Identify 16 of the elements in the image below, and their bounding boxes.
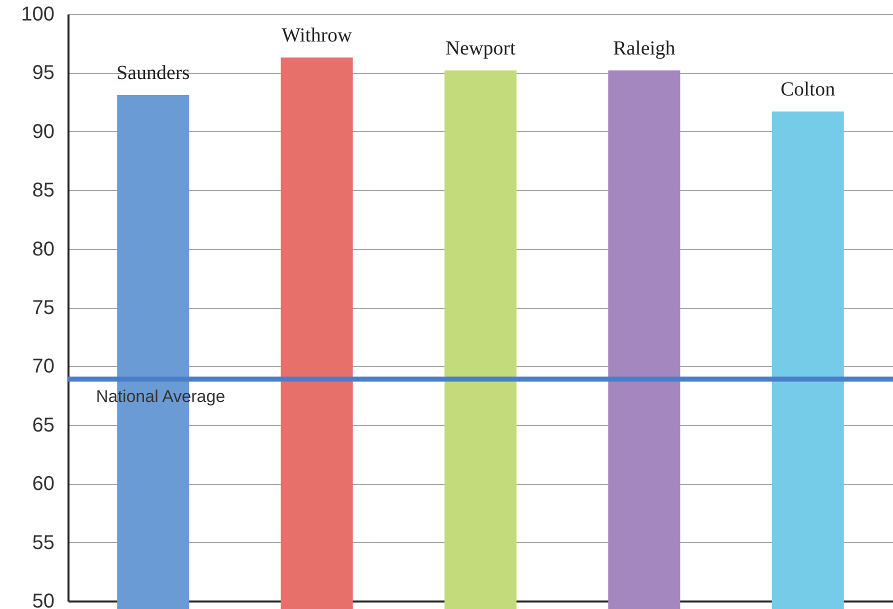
- y-tick-label: 65: [32, 414, 54, 436]
- y-tick-label: 50: [32, 590, 54, 609]
- x-tick-label: Colton: [780, 78, 836, 100]
- x-tick-label: Saunders: [116, 62, 190, 84]
- x-tick-label: Withrow: [282, 24, 353, 46]
- y-tick-label: 70: [32, 356, 54, 378]
- y-tick-label: 75: [32, 297, 54, 319]
- x-tick-label: Raleigh: [613, 37, 676, 60]
- y-tick-label: 80: [32, 238, 54, 260]
- y-tick-label: 95: [32, 62, 54, 84]
- y-tick-label: 55: [32, 532, 54, 554]
- y-tick-label: 60: [32, 473, 54, 496]
- y-tick-label: 85: [32, 180, 54, 202]
- y-tick-label: 100: [21, 4, 54, 26]
- y-tick-label: 90: [32, 120, 54, 143]
- x-tick-label: Newport: [446, 37, 516, 60]
